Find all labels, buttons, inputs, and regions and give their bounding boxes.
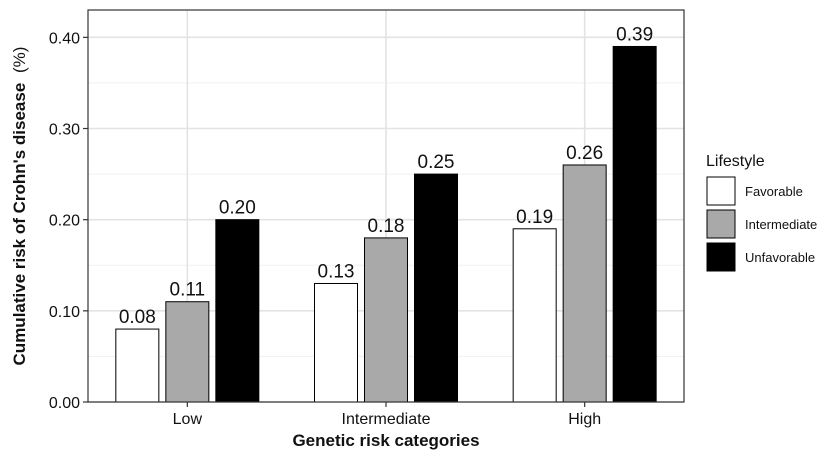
y-axis-title-text: Cumulative risk of Crohn's disease: [10, 83, 29, 366]
x-axis-title: Genetic risk categories: [292, 431, 479, 450]
y-tick-label: 0.10: [49, 304, 80, 321]
legend-label: Unfavorable: [745, 250, 815, 265]
bar: [115, 328, 160, 403]
bar-value-label: 0.19: [516, 207, 553, 228]
bar: [562, 164, 607, 403]
bar-value-label: 0.25: [418, 152, 455, 173]
x-tick-label: Intermediate: [342, 411, 431, 428]
y-axis: 0.00 0.10 0.20 0.30 0.40: [49, 30, 88, 412]
bar-value-label: 0.08: [119, 307, 156, 328]
x-axis: Low Intermediate High: [173, 402, 601, 428]
bar-value-label: 0.26: [566, 143, 603, 164]
y-tick-label: 0.30: [49, 122, 80, 139]
bar-value-label: 0.13: [318, 261, 355, 282]
bar: [314, 282, 358, 403]
bar-value-label: 0.11: [170, 280, 206, 301]
legend-swatch: [706, 209, 736, 239]
y-tick-label: 0.20: [49, 213, 80, 230]
x-tick-label: High: [568, 411, 601, 428]
data-labels: 0.08 0.13 0.19 0.11 0.18 0.26 0.20 0.25 0.39: [119, 24, 653, 328]
legend: Lifestyle Favorable Intermediate Unfavorab…: [706, 153, 817, 272]
bar: [215, 219, 260, 403]
y-axis-title: Cumulative risk of Crohn's disease (%): [10, 47, 29, 366]
bars: [115, 45, 657, 403]
bar: [364, 237, 408, 403]
legend-label: Favorable: [745, 184, 803, 199]
bar: [612, 45, 657, 403]
legend-swatch: [706, 176, 736, 206]
bar-value-label: 0.20: [219, 198, 256, 219]
bar: [165, 301, 210, 403]
legend-title: Lifestyle: [706, 153, 765, 170]
x-tick-label: Low: [173, 411, 203, 428]
y-axis-title-unit: (%): [10, 47, 29, 73]
bar: [512, 228, 557, 403]
bar: [414, 173, 458, 403]
legend-label: Intermediate: [745, 217, 817, 232]
y-tick-label: 0.00: [49, 395, 80, 412]
bar-value-label: 0.39: [616, 24, 653, 45]
bar-value-label: 0.18: [368, 216, 405, 237]
legend-swatch: [706, 242, 736, 272]
y-tick-label: 0.40: [49, 30, 80, 47]
